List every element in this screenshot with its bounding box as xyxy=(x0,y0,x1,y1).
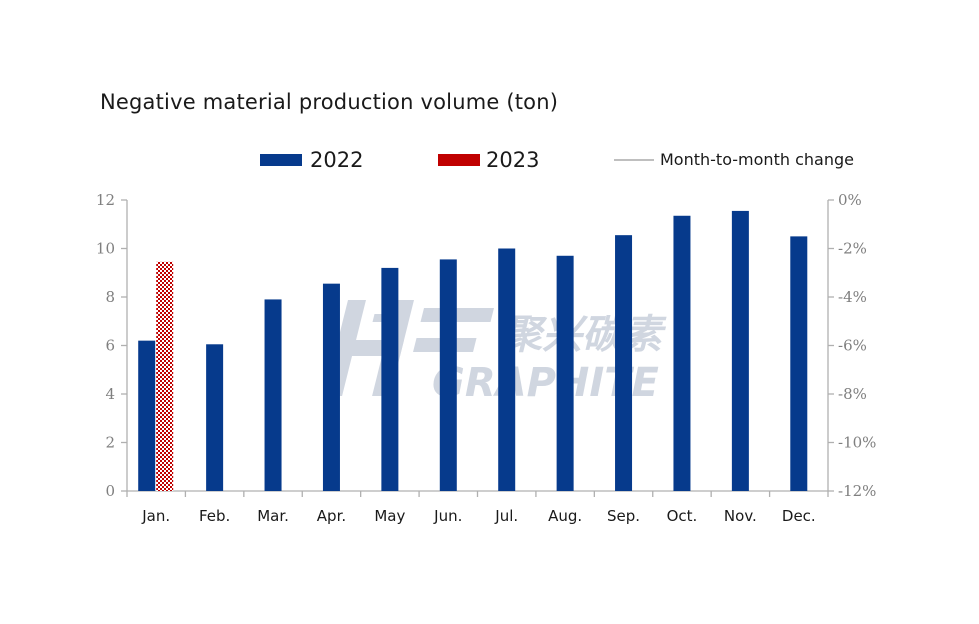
bar-2022 xyxy=(138,340,156,491)
bar-2022 xyxy=(556,255,574,491)
x-tick-label: May xyxy=(374,507,405,525)
x-tick-label: Aug. xyxy=(548,507,582,525)
legend-label-2022: 2022 xyxy=(310,148,364,172)
bar-2022 xyxy=(731,210,749,491)
x-tick-label: Nov. xyxy=(724,507,757,525)
x-tick-label: Dec. xyxy=(782,507,816,525)
chart-bars xyxy=(138,210,808,491)
y-left-tick-label: 0 xyxy=(105,482,115,500)
legend-item-2022: 2022 xyxy=(260,148,363,172)
bar-2022 xyxy=(206,344,224,491)
bar-2023 xyxy=(156,261,174,491)
x-tick-label: Jan. xyxy=(141,507,170,525)
legend-item-month-to-month: Month-to-month change xyxy=(614,150,854,169)
legend-label-2023: 2023 xyxy=(486,148,540,172)
y-left-tick-label: 6 xyxy=(105,337,115,355)
y-left-tick-label: 10 xyxy=(96,240,115,258)
x-tick-label: Oct. xyxy=(667,507,698,525)
x-tick-label: Jun. xyxy=(433,507,462,525)
bar-2022 xyxy=(673,215,691,491)
watermark-chinese: 聚兴碳素 xyxy=(502,312,667,358)
x-tick-label: Jul. xyxy=(494,507,518,525)
y-right-tick-label: -4% xyxy=(838,288,867,306)
chart-ticks: 0 2 4 6 8 10 12 -12% -10% -8% -6% -4% -2% 0% Jan. Feb. M… xyxy=(96,191,877,525)
bar-2022 xyxy=(498,248,516,491)
legend-item-2023: 2023 xyxy=(438,148,539,172)
y-left-tick-label: 4 xyxy=(105,385,115,403)
bar-2022 xyxy=(615,235,633,491)
y-left-tick-label: 8 xyxy=(105,288,115,306)
y-right-tick-label: -8% xyxy=(838,385,867,403)
y-right-tick-label: -12% xyxy=(838,482,876,500)
bar-2022 xyxy=(322,283,340,491)
bar-2022 xyxy=(264,299,282,491)
x-tick-label: Mar. xyxy=(257,507,289,525)
y-right-tick-label: -2% xyxy=(838,240,867,258)
y-right-tick-label: -6% xyxy=(838,337,867,355)
x-tick-label: Sep. xyxy=(607,507,640,525)
x-tick-label: Apr. xyxy=(317,507,346,525)
bar-2022 xyxy=(439,259,457,491)
y-left-tick-label: 2 xyxy=(105,434,115,452)
x-tick-label: Feb. xyxy=(199,507,230,525)
legend-swatch-2023 xyxy=(438,154,480,166)
legend-label-month-to-month: Month-to-month change xyxy=(660,150,854,169)
y-right-tick-label: 0% xyxy=(838,191,862,209)
legend-swatch-month-to-month xyxy=(614,158,654,161)
legend-swatch-2022 xyxy=(260,154,302,166)
chart-axes xyxy=(126,200,829,492)
bar-2022 xyxy=(381,267,399,491)
y-left-tick-label: 12 xyxy=(96,191,115,209)
bar-2022 xyxy=(790,236,808,491)
y-right-tick-label: -10% xyxy=(838,434,876,452)
chart-title: Negative material production volume (ton… xyxy=(100,90,559,114)
